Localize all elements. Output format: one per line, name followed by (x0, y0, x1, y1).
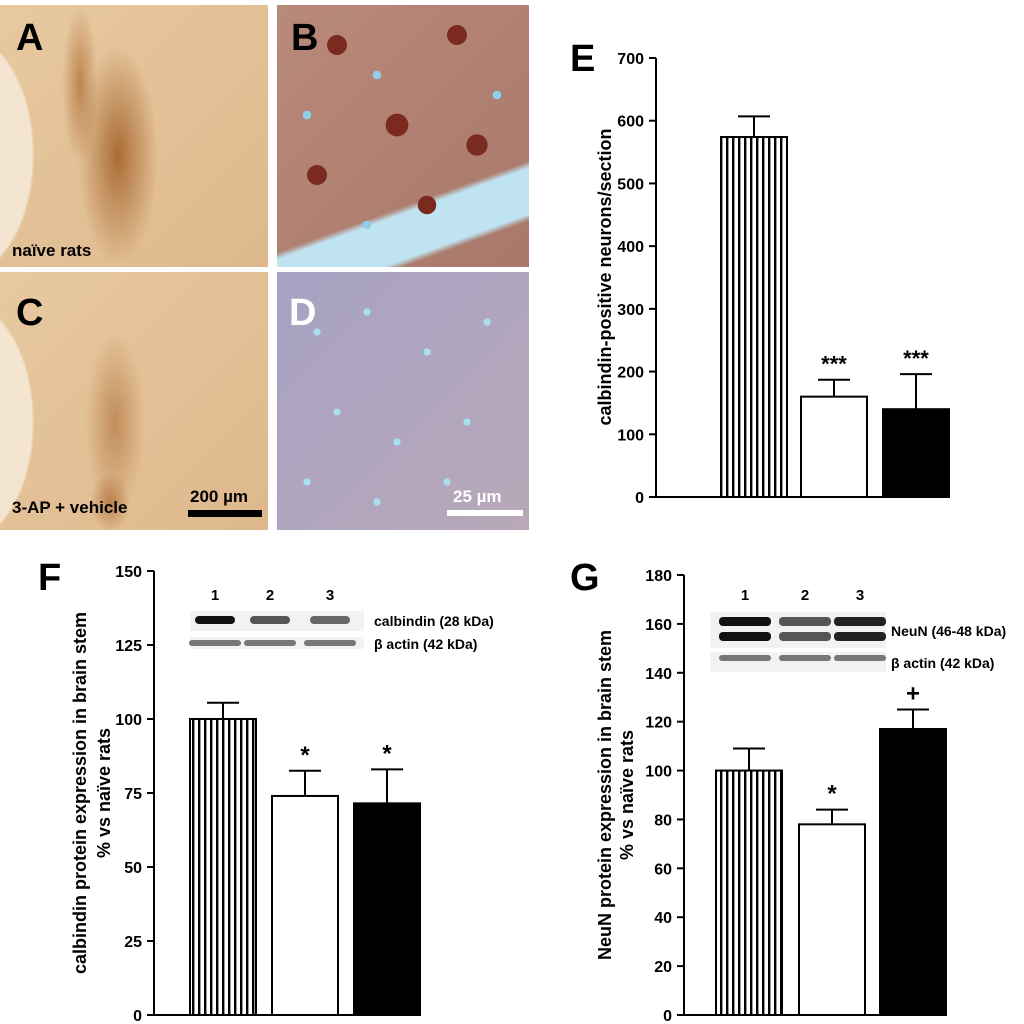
micrograph-d: D 25 µm (277, 272, 529, 530)
chart-e-y-tick-label: 700 (617, 51, 644, 68)
chart-f-y-tick-label: 25 (124, 934, 142, 951)
chart-e-y-tick-label: 500 (617, 176, 644, 193)
chart-f-significance-marker: * (300, 742, 310, 769)
chart-e-y-axis-label: calbindin-positive neurons/section (595, 128, 615, 425)
chart-e-y-tick-label: 200 (617, 365, 644, 382)
chart-f-blot-band (195, 616, 235, 624)
chart-g-blot-label-1: NeuN (46-48 kDa) (891, 623, 1006, 639)
micrograph-b: B (277, 5, 529, 267)
chart-e-panel-label: E (570, 38, 595, 80)
chart-f-blot-band-actin (189, 640, 241, 646)
panel-label-d: D (289, 292, 317, 334)
chart-g-y-axis-label: NeuN protein expression in brain stem (595, 630, 615, 960)
chart-f-blot-label-2: β actin (42 kDa) (374, 636, 477, 652)
chart-f-bar (353, 802, 421, 1016)
chart-f-blot-band-actin (304, 640, 356, 646)
chart-f-blot-lane-label: 3 (326, 587, 334, 604)
chart-g-significance-marker: + (906, 680, 920, 707)
chart-e-bar (720, 136, 788, 499)
chart-g-bar (798, 823, 866, 1016)
chart-g-blot-band (719, 632, 771, 641)
panel-label-b: B (291, 17, 319, 59)
chart-f-y-tick-label: 50 (124, 860, 142, 877)
chart-g-blot-band (719, 617, 771, 626)
chart-g-bar (715, 769, 783, 1016)
chart-f-y-tick-label: 125 (115, 638, 142, 655)
chart-g-y-tick-label: 100 (645, 764, 672, 781)
chart-g-y-tick-label: 40 (654, 910, 672, 927)
chart-g-blot-lane-label: 3 (856, 587, 864, 604)
chart-f-y-tick-label: 0 (133, 1008, 142, 1024)
micrograph-a: A naïve rats (0, 5, 268, 267)
chart-e-y-tick-label: 600 (617, 114, 644, 131)
chart-f-significance-marker: * (382, 740, 392, 767)
chart-f-y-axis-label: calbindin protein expression in brain st… (70, 612, 90, 974)
chart-g-bar (879, 728, 947, 1016)
caption-3ap-vehicle: 3-AP + vehicle (12, 498, 128, 517)
chart-e-bar (882, 408, 950, 499)
chart-g-y-tick-label: 140 (645, 666, 672, 683)
chart-f-panel-label: F (38, 557, 61, 599)
caption-naive-rats: naïve rats (12, 241, 92, 260)
chart-e-significance-marker: *** (821, 352, 847, 377)
chart-g-y-tick-label: 80 (654, 812, 672, 829)
chart-g-blot-lane-label: 2 (801, 587, 809, 604)
chart-g-y-tick-label: 20 (654, 959, 672, 976)
chart-e-y-tick-label: 100 (617, 427, 644, 444)
scale-bar-25um (447, 510, 523, 516)
panel-label-c: C (16, 292, 44, 334)
micrograph-c: C 3-AP + vehicle 200 µm (0, 272, 268, 530)
chart-e-significance-marker: *** (903, 346, 929, 371)
chart-f-bar (271, 794, 339, 1017)
chart-g-panel-label: G (570, 557, 600, 599)
chart-f-blot-band-actin (244, 640, 296, 646)
chart-f-blot-band (250, 616, 290, 624)
chart-g-y-tick-label: 0 (663, 1008, 672, 1024)
chart-g-blot-label-2: β actin (42 kDa) (891, 655, 994, 671)
panel-label-a: A (16, 17, 44, 59)
chart-e-y-tick-label: 400 (617, 239, 644, 256)
chart-e-y-tick-label: 0 (635, 490, 644, 507)
chart-e-y-tick-label: 300 (617, 302, 644, 319)
chart-f-blot-lane-label: 2 (266, 587, 274, 604)
chart-f-y-axis-label-2: % vs naïve rats (94, 728, 114, 858)
chart-g-blot-band (834, 632, 886, 641)
scale-bar-200um (188, 510, 262, 517)
chart-f-blot-lane-label: 1 (211, 587, 219, 604)
chart-g-blot-band (779, 617, 831, 626)
chart-g-y-tick-label: 60 (654, 861, 672, 878)
chart-g-blot-lane-label: 1 (741, 587, 749, 604)
chart-g-blot-band-actin (719, 655, 771, 661)
chart-e-bar (800, 395, 868, 498)
chart-g-significance-marker: * (827, 781, 837, 808)
chart-g-y-tick-label: 120 (645, 715, 672, 732)
chart-g-blot-band-actin (779, 655, 831, 661)
chart-f-y-tick-label: 150 (115, 564, 142, 581)
chart-f-y-tick-label: 75 (124, 786, 142, 803)
chart-f-blot-label-1: calbindin (28 kDa) (374, 613, 494, 629)
chart-g-y-tick-label: 160 (645, 617, 672, 634)
chart-f-bar (189, 718, 257, 1016)
chart-g-y-tick-label: 180 (645, 568, 672, 585)
chart-f-y-tick-label: 100 (115, 712, 142, 729)
scale-label-200um: 200 µm (190, 487, 248, 506)
chart-g-y-axis-label-2: % vs naïve rats (617, 730, 637, 860)
chart-g-blot-band-actin (834, 655, 886, 661)
chart-g-blot-band (834, 617, 886, 626)
chart-f-blot-band (310, 616, 350, 624)
scale-label-25um: 25 µm (453, 487, 502, 506)
chart-g-blot-band (779, 632, 831, 641)
